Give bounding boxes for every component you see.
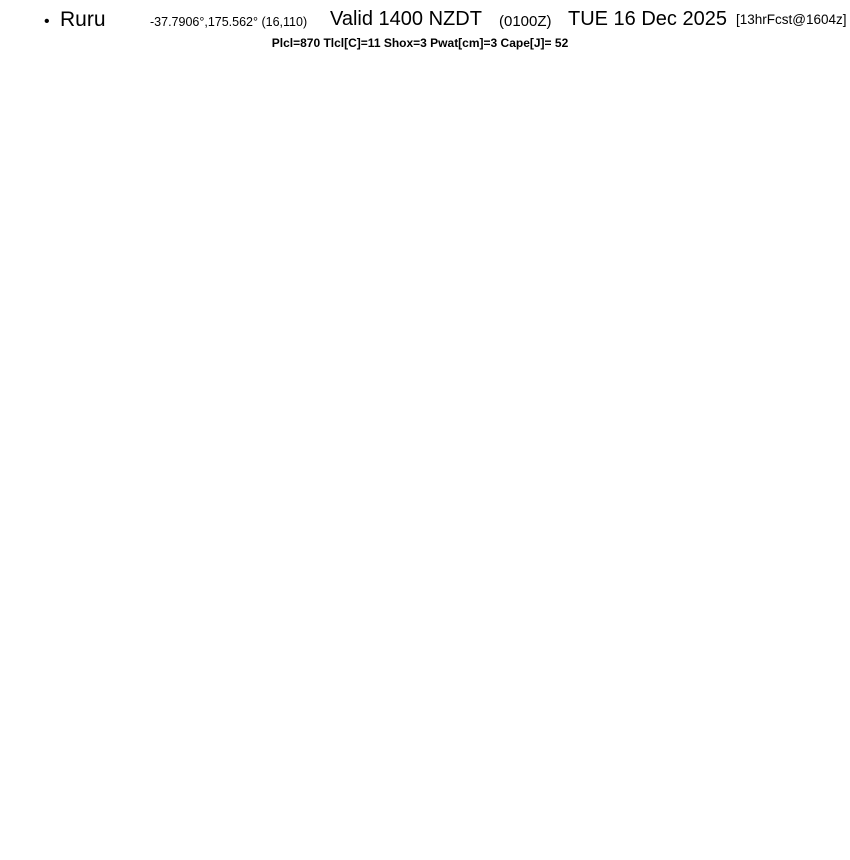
forecast-ref: [13hrFcst@1604z]: [736, 12, 847, 27]
valid-date: TUE 16 Dec 2025: [568, 8, 727, 30]
station-coords: -37.7906°,175.562° (16,110): [150, 15, 308, 29]
station-name: Ruru: [60, 8, 106, 31]
station-bullet: •: [44, 13, 50, 30]
valid-time: Valid 1400 NZDT: [330, 8, 482, 30]
parcel-parameters: Plcl=870 Tlcl[C]=11 Shox=3 Pwat[cm]=3 Ca…: [271, 36, 569, 50]
utc-time: (0100Z): [499, 13, 552, 30]
